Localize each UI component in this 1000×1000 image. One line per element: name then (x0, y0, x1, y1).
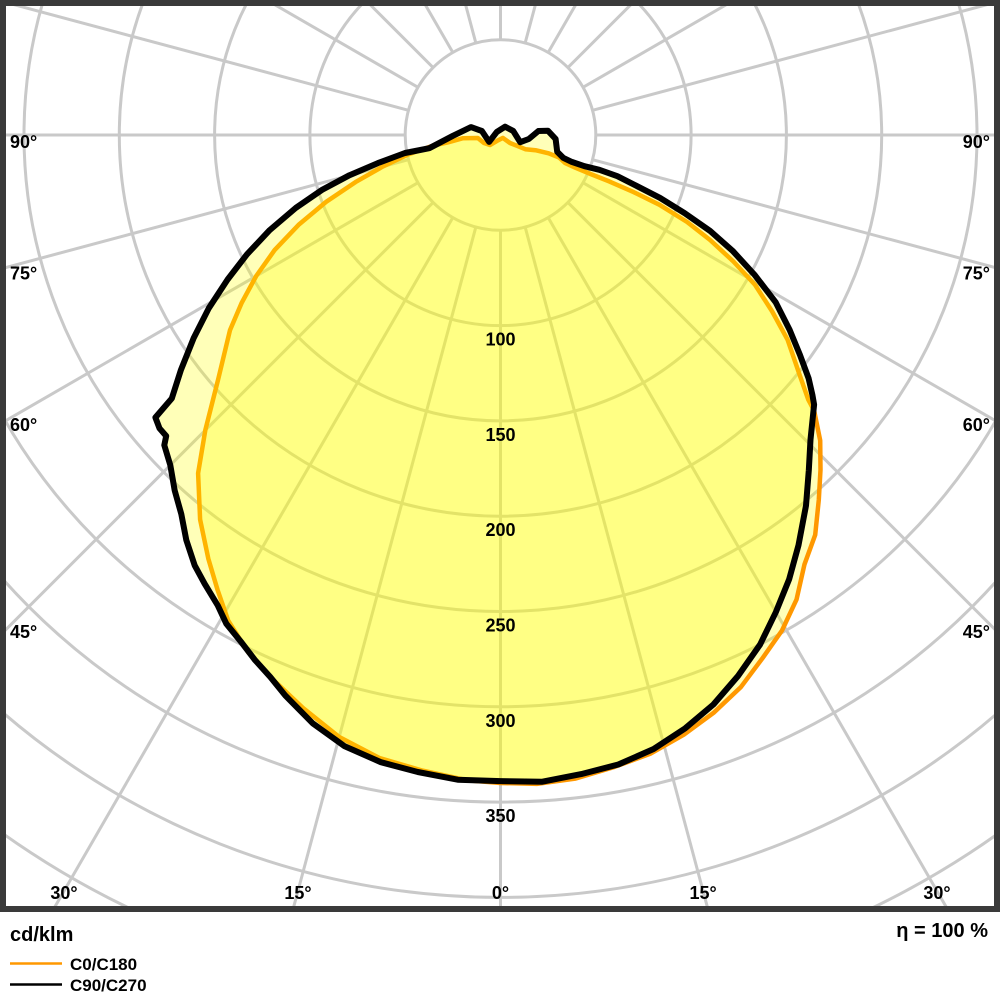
grid-spoke (546, 216, 950, 909)
angle-label-bottom: 15° (284, 883, 311, 903)
efficiency-label: η = 100 % (896, 920, 988, 942)
ring-value-label: 350 (485, 806, 515, 826)
ring-value-label: 200 (485, 520, 515, 540)
grid-spoke (592, 3, 997, 112)
ring-value-label: 250 (485, 616, 515, 636)
unit-label: cd/klm (10, 924, 73, 946)
series-group (152, 123, 823, 787)
ring-value-label: 150 (485, 425, 515, 445)
angle-label-left: 45° (10, 622, 37, 642)
angle-label-bottom: 15° (689, 883, 716, 903)
grid-spoke (51, 216, 455, 909)
grid-spoke (3, 181, 419, 424)
grid-spoke (3, 201, 435, 635)
ring-value-label: 300 (485, 711, 515, 731)
grid-spoke (546, 3, 579, 54)
angle-label-right: 60° (963, 415, 990, 435)
angle-label-left: 60° (10, 415, 37, 435)
grid-spoke (3, 158, 409, 270)
grid-spoke (3, 3, 409, 112)
angle-label-left: 75° (10, 263, 37, 283)
grid-spoke (422, 3, 455, 54)
grid-spoke (566, 201, 997, 634)
ring-value-label: 100 (485, 330, 515, 350)
legend: C0/C180 C90/C270 (10, 955, 147, 995)
angle-label-right: 90° (963, 132, 990, 152)
legend-label-c0-c180: C0/C180 (70, 955, 137, 974)
grid-spoke (291, 226, 478, 909)
grid-spoke (523, 226, 710, 909)
plot-frame (0, 0, 1000, 912)
curve-c90-c270 (152, 123, 818, 785)
grid-spoke (592, 158, 997, 270)
curve-c0-c180 (195, 135, 823, 787)
angle-label-bottom: 30° (923, 883, 950, 903)
grid-spoke (582, 181, 997, 424)
angle-label-right: 75° (963, 263, 990, 283)
legend-label-c90-c270: C90/C270 (70, 976, 147, 995)
angle-label-left: 90° (10, 132, 37, 152)
angle-label-bottom: 0° (492, 883, 509, 903)
angle-label-right: 45° (963, 622, 990, 642)
angle-label-bottom: 30° (50, 883, 77, 903)
